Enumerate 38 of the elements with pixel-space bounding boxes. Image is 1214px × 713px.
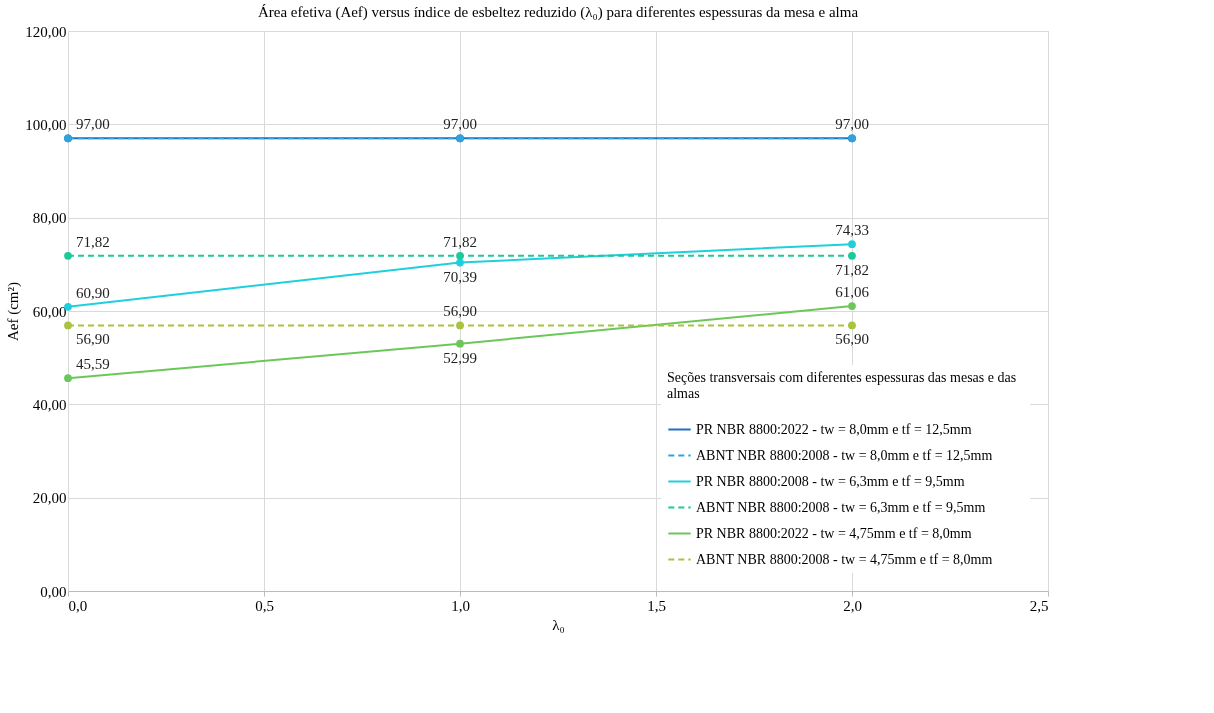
y-tick-label: 100,00	[25, 116, 67, 133]
data-label: 61,06	[835, 284, 870, 301]
data-label: 56,90	[443, 303, 477, 320]
legend-label: ABNT NBR 8800:2008 - tw = 4,75mm e tf = 8,0mm	[696, 551, 993, 567]
y-tick-label: 0,00	[40, 583, 67, 600]
legend-label: PR NBR 8800:2022 - tw = 4,75mm e tf = 8,0mm	[696, 525, 972, 541]
legend-label: ABNT NBR 8800:2008 - tw = 6,3mm e tf = 9,5mm	[696, 499, 986, 515]
y-tick-label: 40,00	[32, 396, 67, 413]
x-tick-label: 1,0	[451, 597, 470, 614]
x-tick-label: 0,0	[68, 597, 88, 614]
data-label: 60,90	[76, 284, 110, 301]
y-tick-label: 20,00	[32, 490, 67, 507]
data-label: 97,00	[76, 116, 110, 133]
x-tick-label: 2,0	[843, 597, 862, 614]
x-tick-label: 0,5	[255, 597, 274, 614]
y-axis-title: Aef (cm²)	[5, 281, 23, 342]
chart-title: Área efetiva (Aef) versus índice de esbeltez reduzido (λ₀) para diferentes espessuras da mesa e alma	[257, 4, 859, 21]
data-label: 70,39	[443, 268, 477, 285]
data-label: 45,59	[76, 356, 110, 373]
x-tick-label: 1,5	[647, 597, 666, 614]
legend-title: Seções transversais com diferentes espessuras das mesas e das almas	[667, 370, 1017, 401]
data-label: 56,90	[835, 331, 869, 348]
data-label: 71,82	[443, 233, 477, 250]
data-label: 74,33	[835, 222, 869, 239]
legend-label: PR NBR 8800:2008 - tw = 6,3mm e tf = 9,5mm	[696, 473, 965, 489]
legend-label: ABNT NBR 8800:2008 - tw = 8,0mm e tf = 12,5mm	[696, 447, 993, 463]
y-tick-label: 60,00	[32, 303, 67, 320]
data-label: 71,82	[76, 233, 110, 250]
x-tick-label: 2,5	[1029, 597, 1049, 614]
x-axis-title: λ₀	[552, 616, 565, 633]
data-label: 97,00	[835, 116, 869, 133]
data-label: 97,00	[443, 116, 477, 133]
data-label: 56,90	[76, 331, 110, 348]
data-label: 71,82	[835, 261, 869, 278]
y-tick-label: 120,00	[25, 23, 67, 40]
y-tick-label: 80,00	[32, 210, 67, 227]
data-label: 52,99	[443, 349, 477, 366]
legend-label: PR NBR 8800:2022 - tw = 8,0mm e tf = 12,5mm	[696, 421, 972, 437]
